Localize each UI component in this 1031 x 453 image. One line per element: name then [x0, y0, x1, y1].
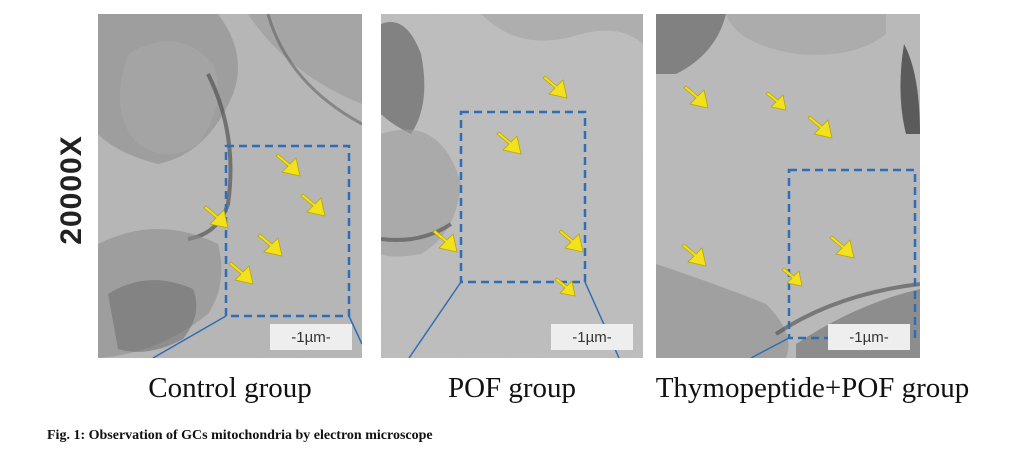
magnification-label: 20000X — [55, 135, 88, 245]
caption-control: Control group — [148, 372, 312, 404]
yellow-arrow-icon — [257, 233, 283, 257]
caption-thymopeptide-pof: Thymopeptide+POF group — [655, 372, 970, 404]
scale-bar: -1µm- — [270, 324, 352, 350]
caption-pof: POF group — [447, 372, 577, 404]
micrograph-thymopeptide-pof: -1µm- — [656, 14, 920, 358]
yellow-arrow-icon — [765, 91, 787, 111]
yellow-arrow-icon — [807, 115, 833, 139]
yellow-arrow-icon — [683, 85, 709, 109]
yellow-arrow-icon — [203, 205, 229, 229]
yellow-arrow-icon — [275, 153, 301, 177]
yellow-arrow-icon — [554, 277, 576, 297]
yellow-arrow-icon — [432, 229, 458, 253]
figure-caption: Fig. 1: Observation of GCs mitochondria … — [47, 428, 433, 443]
yellow-arrow-icon — [300, 193, 326, 217]
yellow-arrow-icon — [781, 267, 803, 287]
micrograph-pof: -1µm- — [381, 14, 643, 358]
micrograph-control: -1µm- — [98, 14, 362, 358]
micrograph-image — [381, 14, 643, 358]
yellow-arrow-icon — [829, 235, 855, 259]
yellow-arrow-icon — [681, 243, 707, 267]
micrograph-image — [98, 14, 362, 358]
yellow-arrow-icon — [542, 75, 568, 99]
yellow-arrow-icon — [558, 229, 584, 253]
micrograph-image — [656, 14, 920, 358]
scale-bar: -1µm- — [828, 324, 910, 350]
yellow-arrow-icon — [496, 131, 522, 155]
scale-bar: -1µm- — [551, 324, 633, 350]
yellow-arrow-icon — [228, 261, 254, 285]
